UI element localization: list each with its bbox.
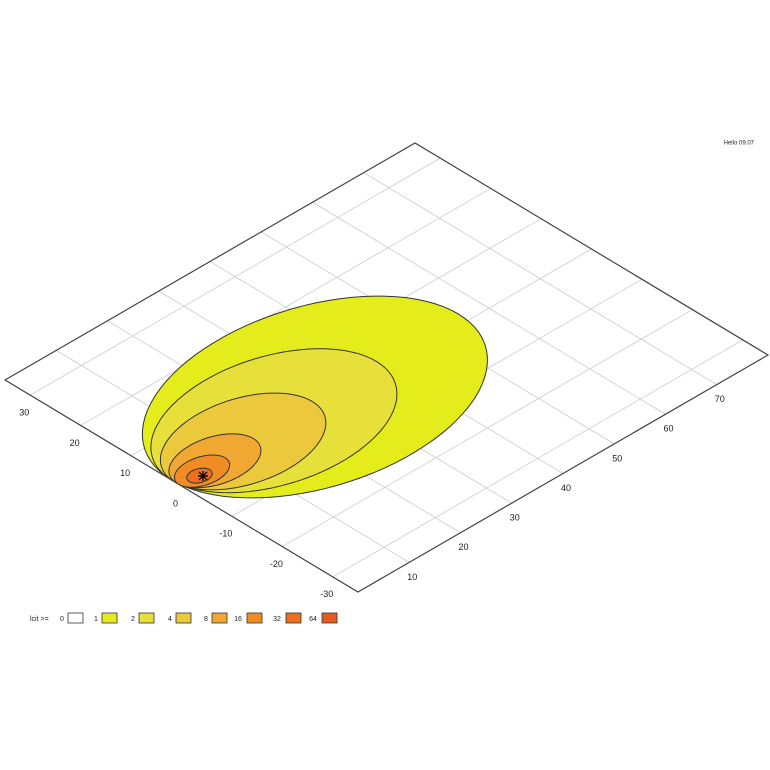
legend-label: 8 (204, 616, 208, 623)
legend-swatch (321, 612, 338, 624)
x-tick-label: 40 (561, 483, 571, 493)
grid-line (80, 188, 491, 426)
legend-label: 16 (234, 616, 242, 623)
legend-swatch (67, 612, 84, 624)
y-tick-label: -20 (270, 559, 283, 569)
legend-swatch (101, 612, 118, 624)
y-tick-label: -10 (219, 529, 232, 539)
x-tick-label: 10 (407, 572, 417, 582)
peak-marker (197, 470, 208, 481)
y-tick-label: 0 (173, 498, 178, 508)
legend-label: 1 (94, 616, 98, 623)
legend-swatch (246, 612, 263, 624)
x-tick-label: 30 (510, 513, 520, 523)
legend-title: lcit >= (30, 616, 49, 623)
y-tick-label: 20 (70, 438, 80, 448)
legend-swatch (138, 612, 155, 624)
legend-label: 32 (273, 616, 281, 623)
grid-line (30, 157, 441, 396)
x-tick-label: 70 (715, 394, 725, 404)
x-tick-label: 60 (663, 424, 673, 434)
grid-line (282, 309, 693, 547)
legend-label: 0 (60, 616, 64, 623)
legend-swatch (285, 612, 302, 624)
y-tick-label: 10 (120, 468, 130, 478)
legend-swatch (211, 612, 228, 624)
x-tick-label: 20 (458, 542, 468, 552)
grid-line (332, 339, 743, 578)
legend-swatch (175, 612, 192, 624)
y-tick-label: -30 (320, 589, 333, 599)
legend-label: 2 (131, 616, 135, 623)
y-tick-label: 30 (19, 408, 29, 418)
legend-label: 64 (309, 616, 317, 623)
plot-frame (3, 142, 770, 593)
annotation: Hello 09.07 (724, 141, 755, 147)
x-tick-label: 50 (612, 453, 622, 463)
legend-label: 4 (168, 616, 172, 623)
